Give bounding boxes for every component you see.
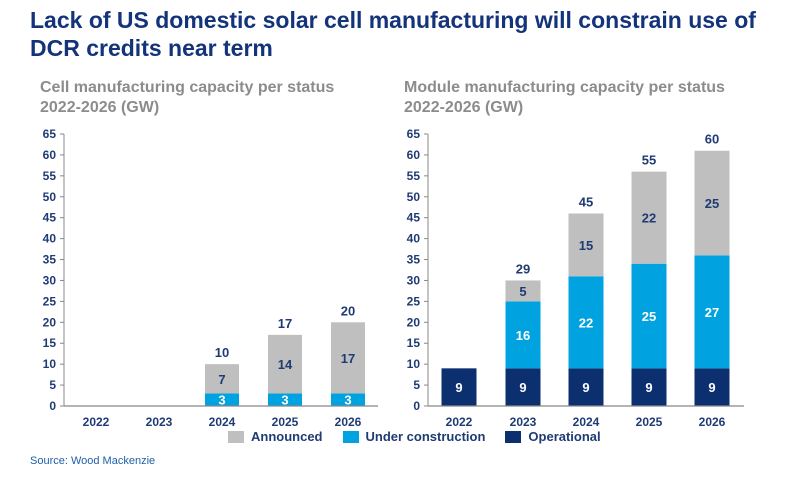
y-tick-label: 10 — [43, 357, 57, 371]
y-tick-label: 15 — [407, 336, 421, 350]
data-label: 3 — [344, 393, 351, 408]
bar-under-construction — [268, 393, 302, 406]
bar-announced — [205, 364, 239, 394]
y-tick-label: 50 — [407, 190, 421, 204]
bar-announced — [694, 150, 730, 256]
legend-operational: Operational — [505, 429, 601, 444]
legend-swatch-under-construction — [342, 430, 359, 443]
bar-announced — [505, 280, 541, 302]
x-tick-label: 2024 — [209, 415, 236, 429]
data-label: 3 — [281, 393, 288, 408]
bar-under-construction — [331, 393, 365, 406]
total-label: 29 — [516, 261, 530, 276]
legend-label: Announced — [251, 429, 323, 444]
bar-under-construction — [505, 301, 541, 369]
data-label: 5 — [519, 284, 526, 299]
data-label: 9 — [455, 380, 462, 395]
bar-announced — [268, 334, 302, 394]
y-tick-label: 10 — [407, 357, 421, 371]
y-tick-label: 45 — [407, 211, 421, 225]
bar-operational — [505, 368, 541, 406]
y-tick-label: 25 — [407, 294, 421, 308]
y-tick-label: 55 — [43, 169, 57, 183]
y-tick-label: 0 — [413, 399, 420, 413]
y-tick-label: 40 — [43, 232, 57, 246]
y-tick-label: 45 — [43, 211, 57, 225]
cell-chart-title: Cell manufacturing capacity per status 2… — [40, 79, 335, 116]
data-label: 25 — [705, 196, 719, 211]
data-label: 25 — [642, 309, 656, 324]
bar-operational — [694, 368, 730, 406]
bar-under-construction — [568, 276, 604, 369]
x-tick-label: 2022 — [446, 415, 473, 429]
y-tick-label: 25 — [43, 294, 57, 308]
x-tick-label: 2026 — [699, 415, 726, 429]
y-tick-label: 65 — [407, 127, 421, 141]
data-label: 17 — [341, 351, 355, 366]
x-tick-label: 2026 — [335, 415, 362, 429]
legend-swatch-announced — [228, 430, 244, 443]
y-tick-label: 50 — [43, 190, 57, 204]
y-tick-label: 30 — [43, 273, 57, 287]
module-chart-title: Module manufacturing capacity per status… — [404, 79, 725, 116]
x-tick-label: 2025 — [272, 415, 299, 429]
y-tick-label: 20 — [407, 315, 421, 329]
x-tick-label: 2024 — [573, 415, 600, 429]
y-tick-label: 65 — [43, 127, 57, 141]
data-label: 9 — [519, 380, 526, 395]
y-tick-label: 35 — [407, 253, 421, 267]
legend: Announced Under construction Operational — [228, 429, 621, 444]
data-label: 7 — [218, 372, 225, 387]
total-label: 17 — [278, 316, 292, 331]
y-tick-label: 15 — [43, 336, 57, 350]
total-label: 10 — [215, 345, 229, 360]
data-label: 14 — [278, 357, 293, 372]
bar-under-construction — [205, 393, 239, 406]
bar-under-construction — [694, 255, 730, 369]
legend-announced: Announced — [228, 429, 323, 444]
bar-announced — [631, 171, 667, 264]
total-label: 60 — [705, 132, 719, 147]
legend-swatch-operational — [505, 430, 522, 443]
data-label: 9 — [582, 380, 589, 395]
y-tick-label: 40 — [407, 232, 421, 246]
data-label: 15 — [579, 238, 593, 253]
y-tick-label: 5 — [49, 378, 56, 392]
y-tick-label: 0 — [49, 399, 56, 413]
legend-under-construction: Under construction — [342, 429, 486, 444]
page-title: Lack of US domestic solar cell manufactu… — [30, 7, 756, 61]
x-tick-label: 2025 — [636, 415, 663, 429]
bar-under-construction — [631, 263, 667, 369]
y-tick-label: 60 — [43, 148, 57, 162]
legend-label: Under construction — [365, 429, 486, 444]
y-tick-label: 55 — [407, 169, 421, 183]
total-label: 55 — [642, 153, 656, 168]
total-label: 20 — [341, 303, 355, 318]
bar-operational — [568, 368, 604, 406]
y-tick-label: 60 — [407, 148, 421, 162]
data-label: 3 — [218, 393, 225, 408]
legend-label: Operational — [528, 429, 601, 444]
data-label: 9 — [645, 380, 652, 395]
bar-operational — [441, 368, 477, 406]
data-label: 9 — [708, 380, 715, 395]
x-tick-label: 2022 — [83, 415, 110, 429]
bar-operational — [631, 368, 667, 406]
data-label: 16 — [516, 328, 530, 343]
x-tick-label: 2023 — [510, 415, 537, 429]
data-label: 22 — [642, 211, 656, 226]
data-label: 27 — [705, 305, 719, 320]
x-tick-label: 2023 — [146, 415, 173, 429]
total-label: 45 — [579, 195, 593, 210]
data-label: 22 — [579, 315, 593, 330]
y-tick-label: 5 — [413, 378, 420, 392]
bar-announced — [568, 213, 604, 277]
source-note: Source: Wood Mackenzie — [30, 455, 156, 467]
y-tick-label: 20 — [43, 315, 57, 329]
y-tick-label: 30 — [407, 273, 421, 287]
y-tick-label: 35 — [43, 253, 57, 267]
bar-announced — [331, 322, 365, 394]
